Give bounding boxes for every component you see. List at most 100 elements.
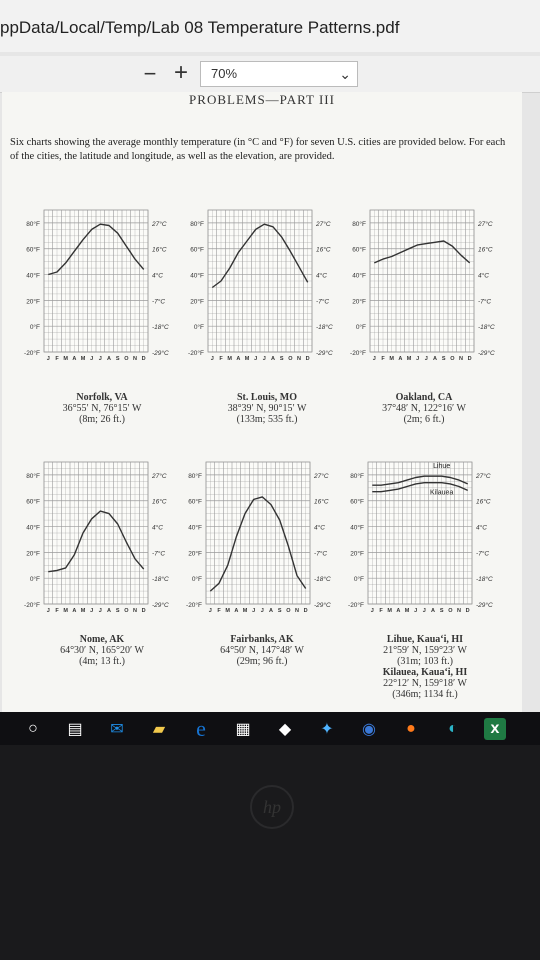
month-label: A	[396, 608, 400, 614]
file-explorer-icon[interactable]: ▰	[152, 721, 166, 738]
month-label: J	[254, 356, 257, 362]
series-line	[211, 223, 309, 289]
cortana-icon[interactable]: ○	[28, 720, 38, 737]
month-label: M	[63, 356, 68, 362]
month-label: N	[457, 608, 461, 614]
windows-taskbar: ○ ▤ ✉ ▰ e ▦ ◆ ✦ ◉ ● ◐ x	[0, 712, 540, 745]
c-tick-label: 16°C	[152, 246, 167, 254]
c-tick-label: -18°C	[316, 323, 333, 331]
temperature-chart-3: 80°F 27°C 60°F 16°C 40°F 4°C 20°F -7°C 0°F -18°C -…	[350, 209, 495, 362]
month-label: S	[278, 608, 282, 614]
f-tick-label: 80°F	[352, 220, 366, 228]
month-label: J	[414, 608, 417, 614]
month-label: J	[47, 608, 50, 614]
c-tick-label: 16°C	[316, 246, 331, 254]
f-tick-label: 0°F	[194, 323, 204, 331]
month-label: M	[243, 608, 248, 614]
month-label: M	[81, 356, 86, 362]
intro-paragraph: Six charts showing the average monthly t…	[10, 137, 506, 162]
city-elevation: (8m; 26 ft.)	[79, 414, 125, 425]
month-label: F	[381, 356, 385, 362]
month-label: A	[398, 356, 402, 362]
temperature-chart-4: 80°F 27°C 60°F 16°C 40°F 4°C 20°F -7°C 0°F -18°C -…	[24, 461, 169, 614]
chrome-icon[interactable]: ◉	[362, 721, 376, 738]
c-tick-label: 27°C	[151, 472, 167, 480]
c-tick-label: -7°C	[316, 297, 329, 305]
zoom-level-value: 70%	[211, 66, 238, 81]
city-name: Norfolk, VA	[76, 392, 128, 403]
month-label: D	[466, 608, 470, 614]
f-tick-label: 0°F	[356, 323, 366, 331]
section-heading: PROBLEMS—PART III	[189, 92, 335, 107]
month-label: A	[236, 356, 240, 362]
pdf-viewer-window: ppData/Local/Temp/Lab 08 Temperature Pat…	[0, 0, 540, 745]
f-tick-label: -20°F	[24, 601, 40, 609]
c-tick-label: -29°C	[478, 349, 495, 357]
month-label: A	[431, 608, 435, 614]
month-label: N	[133, 356, 137, 362]
f-tick-label: 60°F	[350, 498, 364, 506]
month-label: J	[263, 356, 266, 362]
city-coords: 38°39′ N, 90°15′ W	[227, 403, 307, 414]
temperature-chart-5: 80°F 27°C 60°F 16°C 40°F 4°C 20°F -7°C 0°F -18°C -…	[186, 461, 331, 614]
month-label: O	[450, 356, 455, 362]
zoom-in-button[interactable]: +	[173, 59, 188, 86]
f-tick-label: 40°F	[26, 272, 40, 280]
f-tick-label: 20°F	[188, 549, 202, 557]
zoom-level-select[interactable]: 70% ⌄	[200, 61, 358, 87]
f-tick-label: 40°F	[190, 272, 204, 280]
month-label: M	[387, 608, 392, 614]
c-tick-label: -7°C	[152, 549, 165, 557]
f-tick-label: 40°F	[26, 524, 40, 532]
city-elevation: (29m; 96 ft.)	[236, 656, 288, 667]
f-tick-label: 80°F	[350, 472, 364, 480]
edge-icon[interactable]: e	[196, 716, 206, 741]
c-tick-label: -18°C	[478, 323, 495, 331]
zoom-toolbar: − + 70% ⌄	[0, 56, 540, 93]
month-label: D	[142, 356, 146, 362]
city-coords: 64°50′ N, 147°48′ W	[220, 645, 304, 656]
month-label: M	[225, 608, 230, 614]
c-tick-label: 4°C	[316, 272, 327, 280]
f-tick-label: 60°F	[190, 246, 204, 254]
series-line	[209, 496, 307, 592]
f-tick-label: 80°F	[26, 220, 40, 228]
month-label: S	[442, 356, 446, 362]
f-tick-label: 60°F	[352, 246, 366, 254]
f-tick-label: 60°F	[26, 246, 40, 254]
f-tick-label: 80°F	[188, 472, 202, 480]
dropbox-icon[interactable]: ◆	[278, 721, 292, 738]
month-label: S	[280, 356, 284, 362]
f-tick-label: 40°F	[350, 524, 364, 532]
month-label: S	[440, 608, 444, 614]
month-label: F	[55, 356, 59, 362]
pdf-page: PROBLEMS—PART III Six charts showing the…	[2, 92, 522, 712]
firefox-icon[interactable]: ●	[406, 720, 416, 737]
edge-new-icon[interactable]: ◐	[448, 720, 458, 737]
city-name: Lihue, Kaua‘i, HI	[386, 634, 464, 645]
chevron-down-icon: ⌄	[339, 66, 351, 82]
month-label: A	[72, 608, 76, 614]
month-label: J	[261, 608, 264, 614]
f-tick-label: 20°F	[26, 549, 40, 557]
month-label: J	[371, 608, 374, 614]
c-tick-label: -29°C	[316, 349, 333, 357]
mail-icon[interactable]: ✉	[110, 721, 124, 738]
month-label: J	[425, 356, 428, 362]
month-label: S	[116, 356, 120, 362]
month-label: M	[245, 356, 250, 362]
city-name: Oakland, CA	[395, 392, 453, 403]
c-tick-label: -18°C	[152, 323, 169, 331]
zoom-out-button[interactable]: −	[143, 61, 157, 86]
month-label: A	[269, 608, 273, 614]
series-label-lihue: Lihue	[433, 463, 450, 470]
f-tick-label: 20°F	[26, 297, 40, 305]
f-tick-label: -20°F	[188, 349, 204, 357]
app-icon[interactable]: ✦	[320, 721, 334, 738]
store-icon[interactable]: ▦	[235, 721, 251, 738]
task-view-icon[interactable]: ▤	[67, 721, 83, 738]
excel-icon[interactable]: x	[484, 718, 506, 740]
month-label: A	[271, 356, 275, 362]
hp-logo-icon: hp	[250, 785, 294, 829]
city-name-2: Kilauea, Kaua‘i, HI	[382, 667, 468, 678]
